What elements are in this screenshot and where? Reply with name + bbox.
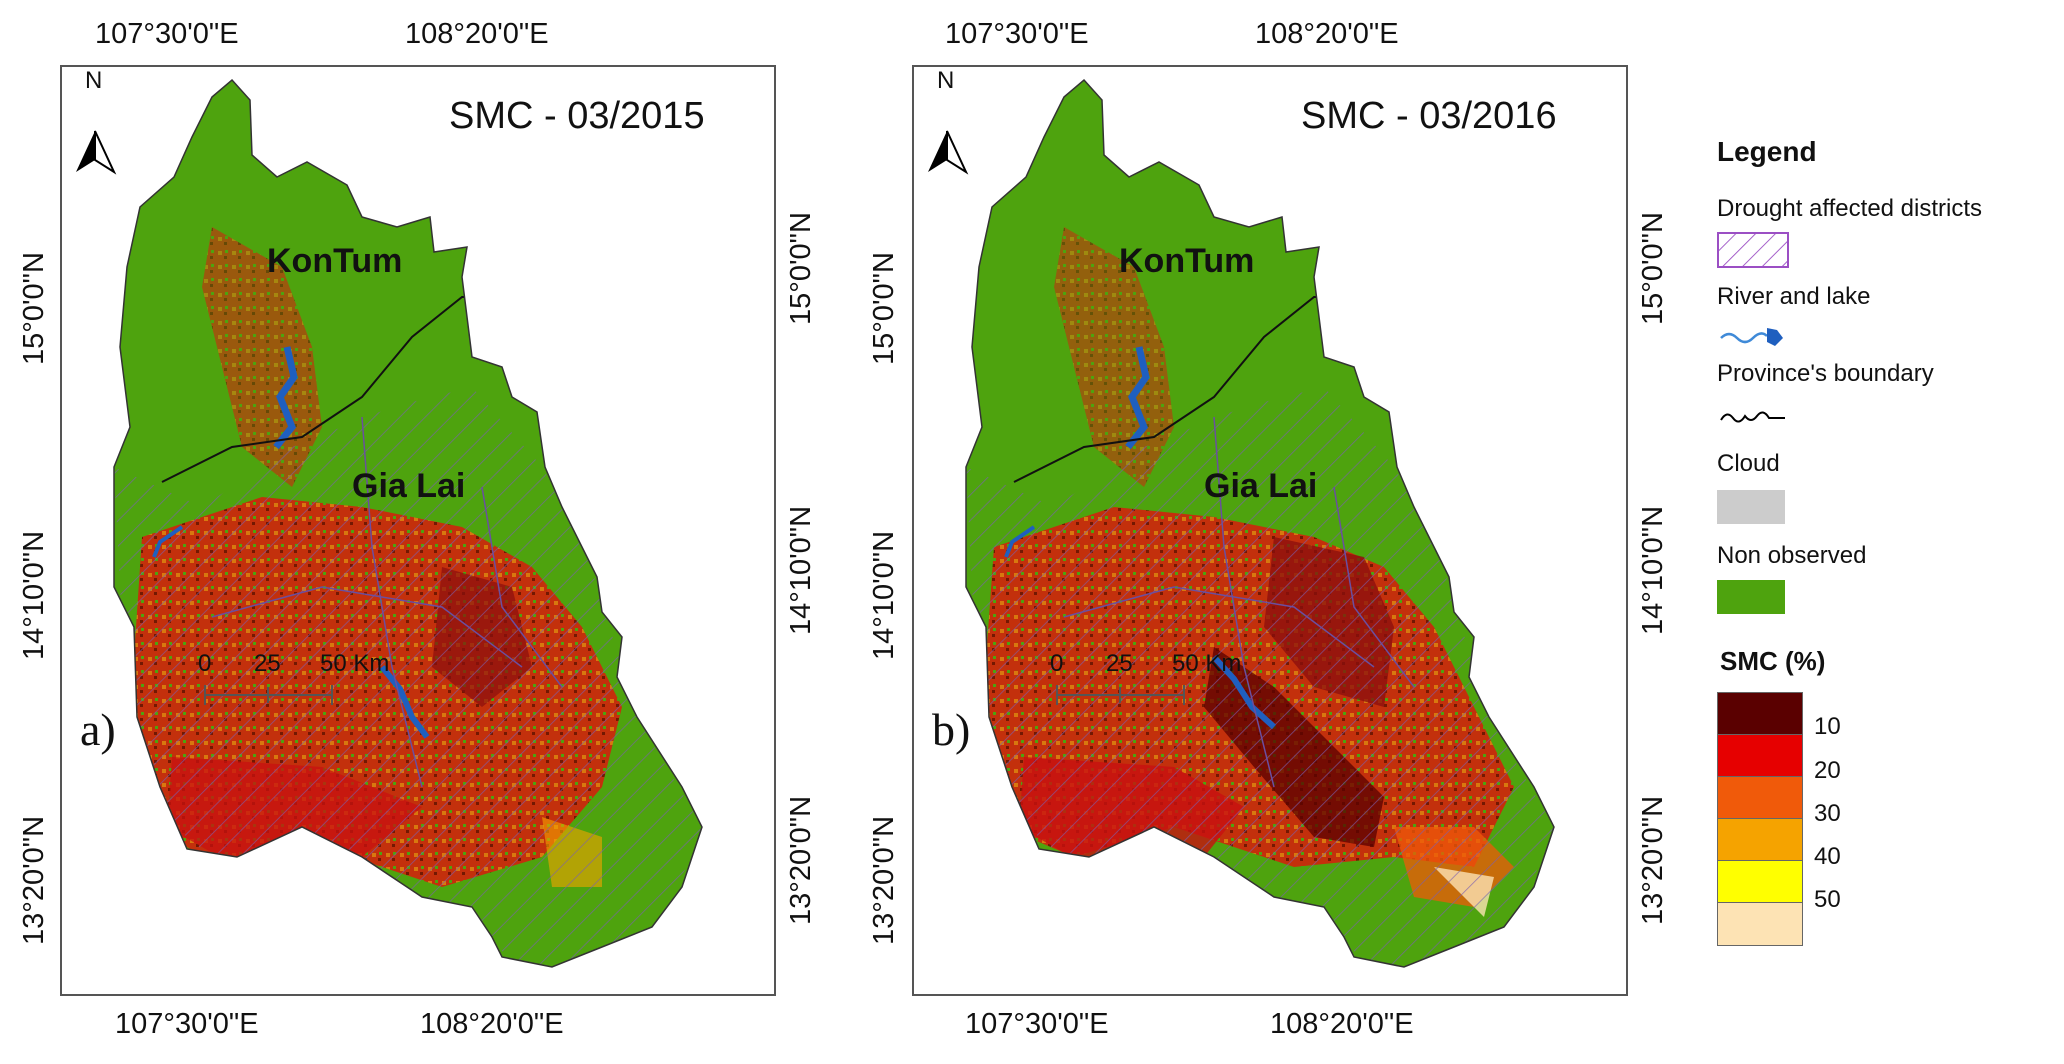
lat-label-left-2: 14°10'0"N [18,530,50,660]
smc-class-10 [1718,693,1802,735]
map-title-b: SMC - 03/2016 [1301,95,1557,137]
legend-label-non-observed: Non observed [1717,542,1867,569]
lat-label-right-3: 13°20'0"N [1637,795,1669,925]
scale-bar-b [1056,685,1185,705]
lon-label-top-1: 107°30'0"E [95,18,239,50]
map-title-a: SMC - 03/2015 [449,95,705,137]
lon-label-top-2: 108°20'0"E [405,18,549,50]
province-label-kontum-a: KonTum [267,242,403,280]
smc-label-30: 30 [1814,800,1841,827]
legend-label-drought: Drought affected districts [1717,195,1983,222]
river-lake-icon [1720,328,1783,346]
province-label-gialai-a: Gia Lai [352,467,466,505]
non-observed-swatch [1717,580,1785,614]
lat-label-left-3: 13°20'0"N [868,815,900,945]
cloud-swatch [1717,490,1785,524]
legend-label-river: River and lake [1717,283,1871,310]
scale-bar-a [204,685,333,705]
smc-class-top [1718,903,1802,945]
map-frame-b: N SMC - 03/2016 KonTum Gia Lai 0 25 50 K… [912,65,1628,996]
lon-label-bottom-2: 108°20'0"E [420,1008,564,1040]
lat-label-right-1: 15°0'0"N [1637,212,1669,325]
province-label-kontum-b: KonTum [1119,242,1255,280]
smc-label-50: 50 [1814,886,1841,913]
smc-color-ramp [1717,692,1803,946]
lat-label-right-1: 15°0'0"N [785,212,817,325]
north-arrow-icon-b [928,130,969,175]
province-label-gialai-b: Gia Lai [1204,467,1318,505]
scale-tick-25-a: 25 [254,650,281,677]
legend-title: Legend [1717,136,1817,167]
scale-tick-50-a: 50 Km [320,650,390,677]
lat-label-left-3: 13°20'0"N [18,815,50,945]
panel-letter-a: a) [80,704,116,755]
smc-label-10: 10 [1814,713,1841,740]
map-frame-a: N SMC - 03/2015 KonTum Gia Lai 0 25 50 K… [60,65,776,996]
smc-class-50 [1718,861,1802,903]
lon-label-top-1: 107°30'0"E [945,18,1089,50]
lat-label-left-1: 15°0'0"N [18,252,50,365]
scale-tick-0-a: 0 [198,650,212,677]
scale-tick-50-b: 50 Km [1172,650,1242,677]
north-label-b: N [937,67,955,94]
map-graphic-b [928,78,1555,968]
lat-label-right-2: 14°10'0"N [785,505,817,635]
lon-label-bottom-1: 107°30'0"E [115,1008,259,1040]
legend-label-cloud: Cloud [1717,450,1780,477]
north-arrow-icon-a [76,130,117,175]
smc-class-30 [1718,777,1802,819]
boundary-line-icon [1720,411,1785,423]
smc-label-40: 40 [1814,843,1841,870]
lat-label-left-1: 15°0'0"N [868,252,900,365]
north-label-a: N [85,67,103,94]
lon-label-top-2: 108°20'0"E [1255,18,1399,50]
hatch-icon [1717,232,1789,268]
lon-label-bottom-1: 107°30'0"E [965,1008,1109,1040]
map-graphic-a [76,78,703,968]
scale-tick-25-b: 25 [1106,650,1133,677]
lat-label-right-3: 13°20'0"N [785,795,817,925]
lon-label-bottom-2: 108°20'0"E [1270,1008,1414,1040]
legend-label-boundary: Province's boundary [1717,360,1934,387]
lat-label-right-2: 14°10'0"N [1637,505,1669,635]
panel-letter-b: b) [932,704,971,755]
smc-legend-title: SMC (%) [1720,646,1826,676]
scale-tick-0-b: 0 [1050,650,1064,677]
smc-label-20: 20 [1814,757,1841,784]
smc-class-40 [1718,819,1802,861]
lat-label-left-2: 14°10'0"N [868,530,900,660]
smc-class-20 [1718,735,1802,777]
